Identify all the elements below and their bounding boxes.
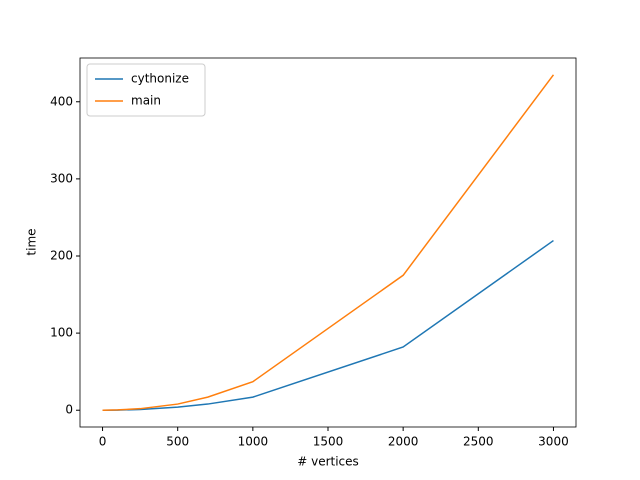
legend-label: main	[131, 94, 161, 108]
line-series	[102, 74, 555, 411]
y-tick-label: 200	[50, 248, 73, 262]
axes-frame	[79, 57, 577, 428]
line-series	[102, 239, 554, 411]
x-tick-label: 1000	[238, 435, 269, 449]
legend-box	[86, 63, 206, 117]
y-tick-label: 0	[65, 403, 73, 417]
y-axis-label: time	[25, 228, 39, 255]
x-tick-label: 500	[166, 435, 189, 449]
legend-label: cythonize	[131, 72, 189, 86]
y-tick-label: 100	[50, 326, 73, 340]
x-tick-label: 2000	[388, 435, 419, 449]
y-tick-label: 400	[50, 94, 73, 108]
x-tick-label: 2500	[463, 435, 494, 449]
y-tick-label: 300	[50, 171, 73, 185]
x-axis-label: # vertices	[297, 455, 359, 469]
x-tick-label: 1500	[313, 435, 344, 449]
x-tick-label: 3000	[538, 435, 569, 449]
x-tick-label: 0	[99, 435, 107, 449]
